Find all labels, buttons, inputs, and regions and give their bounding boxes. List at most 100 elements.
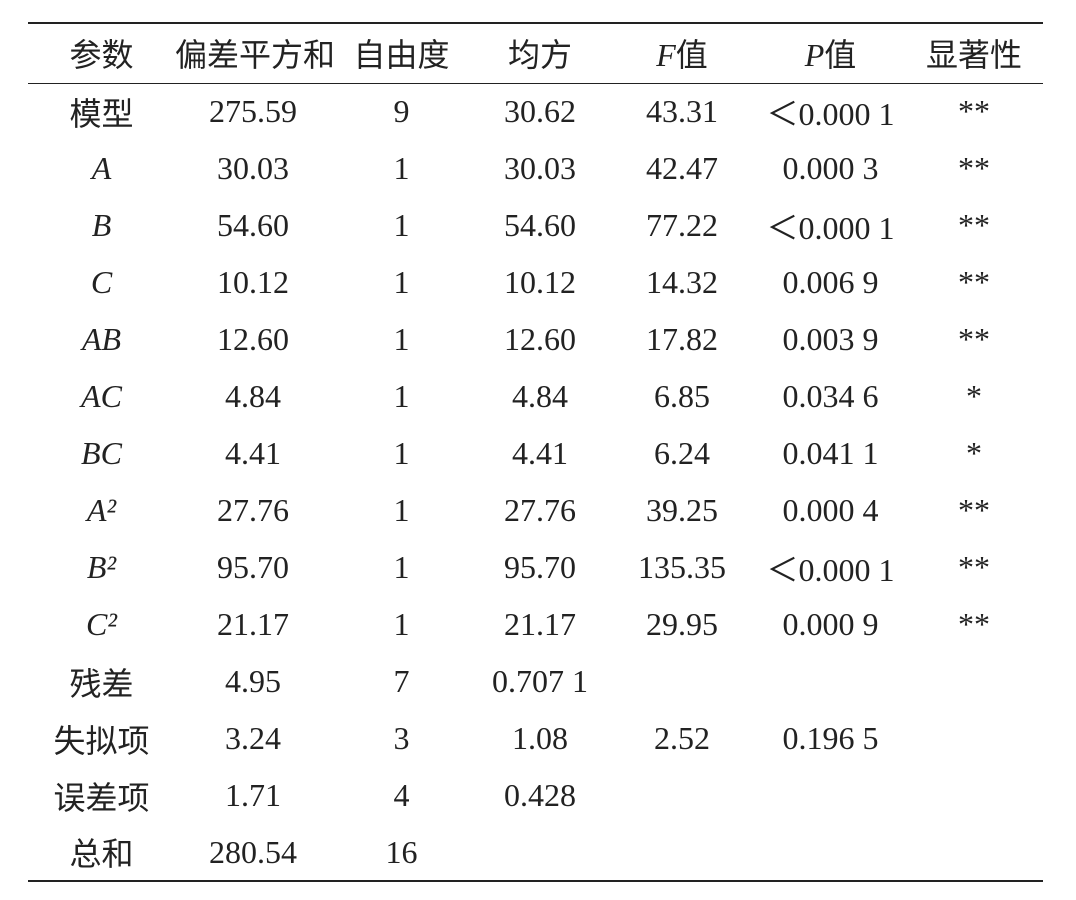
cell: 42.47 (646, 150, 718, 186)
table-row: AB 12.60 1 12.60 17.82 0.003 9 ** (28, 311, 1043, 368)
table-row: BC 4.41 1 4.41 6.24 0.041 1 * (28, 425, 1043, 482)
row-label: 残差 (69, 665, 134, 702)
table-wrap: 参数 偏差平方和 自由度 均方 F值 P值 显著性 模型 275.59 9 30.62 43.31 ＜… (28, 22, 1043, 882)
cell: 1 (393, 207, 410, 243)
cell: 0.003 9 (782, 321, 879, 357)
cell: ** (958, 93, 990, 130)
cell: 275.59 (209, 93, 297, 130)
header-cell: 参数 (69, 37, 134, 74)
cell: 3.24 (225, 720, 281, 756)
header-cell: P值 (804, 37, 857, 74)
cell: 29.95 (646, 606, 718, 642)
cell: 4.84 (512, 378, 568, 414)
table-row: 总和 280.54 16 (28, 824, 1043, 881)
row-label: BC (81, 435, 122, 471)
table-row: B 54.60 1 54.60 77.22 ＜0.000 1 ** (28, 197, 1043, 254)
cell: 0.000 4 (782, 492, 879, 528)
cell: 0.000 9 (782, 606, 879, 642)
cell (905, 653, 1043, 710)
cell: 4.41 (512, 435, 568, 471)
cell: 21.17 (504, 606, 576, 642)
cell: 30.03 (504, 150, 576, 186)
row-label: C² (86, 606, 117, 642)
cell: 4.41 (225, 435, 281, 471)
cell: 135.35 (638, 549, 726, 585)
table-row: A 30.03 1 30.03 42.47 0.000 3 ** (28, 140, 1043, 197)
cell: 0.428 (504, 777, 576, 813)
cell: 77.22 (646, 207, 718, 243)
cell: ＜0.000 1 (766, 209, 895, 246)
cell (608, 824, 756, 881)
table-row: A² 27.76 1 27.76 39.25 0.000 4 ** (28, 482, 1043, 539)
cell: 1 (393, 549, 410, 585)
cell: 1 (393, 606, 410, 642)
table-row: 误差项 1.71 4 0.428 (28, 767, 1043, 824)
cell: 1 (393, 150, 410, 186)
cell: 1.71 (225, 777, 281, 813)
cell: ** (958, 150, 990, 186)
row-label: C (90, 264, 113, 300)
cell: 0.041 1 (782, 435, 879, 471)
cell (905, 710, 1043, 767)
cell: ** (958, 606, 990, 642)
cell: 12.60 (504, 321, 576, 357)
table-row: 失拟项 3.24 3 1.08 2.52 0.196 5 (28, 710, 1043, 767)
table-row: B² 95.70 1 95.70 135.35 ＜0.000 1 ** (28, 539, 1043, 596)
cell: 0.006 9 (782, 264, 879, 300)
cell (472, 824, 608, 881)
cell (905, 767, 1043, 824)
cell: 17.82 (646, 321, 718, 357)
cell (608, 653, 756, 710)
row-label: A² (86, 492, 117, 528)
header-cell: 自由度 (353, 37, 450, 74)
cell: 7 (393, 663, 410, 699)
cell (756, 824, 905, 881)
row-label: AC (81, 378, 122, 414)
cell: 95.70 (504, 549, 576, 585)
header-row: 参数 偏差平方和 自由度 均方 F值 P值 显著性 (28, 23, 1043, 83)
cell: 30.03 (217, 150, 289, 186)
cell: 95.70 (217, 549, 289, 585)
header-cell: 偏差平方和 (175, 37, 336, 74)
cell (608, 767, 756, 824)
cell: ＜0.000 1 (766, 551, 895, 588)
cell: 10.12 (217, 264, 289, 300)
row-label: 模型 (69, 95, 134, 132)
table-body: 模型 275.59 9 30.62 43.31 ＜0.000 1 ** A 30.03 1 30.0… (28, 83, 1043, 881)
cell: 30.62 (504, 93, 576, 130)
cell: ** (958, 492, 990, 528)
table-row: 模型 275.59 9 30.62 43.31 ＜0.000 1 ** (28, 83, 1043, 140)
cell: 1 (393, 492, 410, 528)
header-cell: 显著性 (925, 37, 1022, 74)
table-row: C² 21.17 1 21.17 29.95 0.000 9 ** (28, 596, 1043, 653)
cell: 54.60 (504, 207, 576, 243)
cell: 1 (393, 378, 410, 414)
cell: ** (958, 264, 990, 300)
cell: 6.24 (654, 435, 710, 471)
row-label: A (91, 150, 112, 186)
header-cell: F值 (656, 37, 708, 74)
cell: 2.52 (654, 720, 710, 756)
cell (756, 653, 905, 710)
header-cell: 均方 (507, 37, 572, 74)
row-label: 失拟项 (53, 722, 150, 759)
table-row: 残差 4.95 7 0.707 1 (28, 653, 1043, 710)
row-label: 误差项 (53, 779, 150, 816)
table-header: 参数 偏差平方和 自由度 均方 F值 P值 显著性 (28, 23, 1043, 83)
cell: 27.76 (504, 492, 576, 528)
cell: 27.76 (217, 492, 289, 528)
cell: 12.60 (217, 321, 289, 357)
cell: 14.32 (646, 264, 718, 300)
cell: 54.60 (217, 207, 289, 243)
cell: 0.196 5 (782, 720, 879, 756)
cell: 9 (393, 93, 410, 130)
cell: ** (958, 549, 990, 585)
cell: 0.000 3 (782, 150, 879, 186)
row-label: AB (81, 321, 122, 357)
anova-table: 参数 偏差平方和 自由度 均方 F值 P值 显著性 模型 275.59 9 30.62 43.31 ＜… (28, 22, 1043, 882)
cell: 4 (393, 777, 410, 813)
row-label: B² (86, 549, 117, 585)
cell: 0.034 6 (782, 378, 879, 414)
cell: 4.84 (225, 378, 281, 414)
